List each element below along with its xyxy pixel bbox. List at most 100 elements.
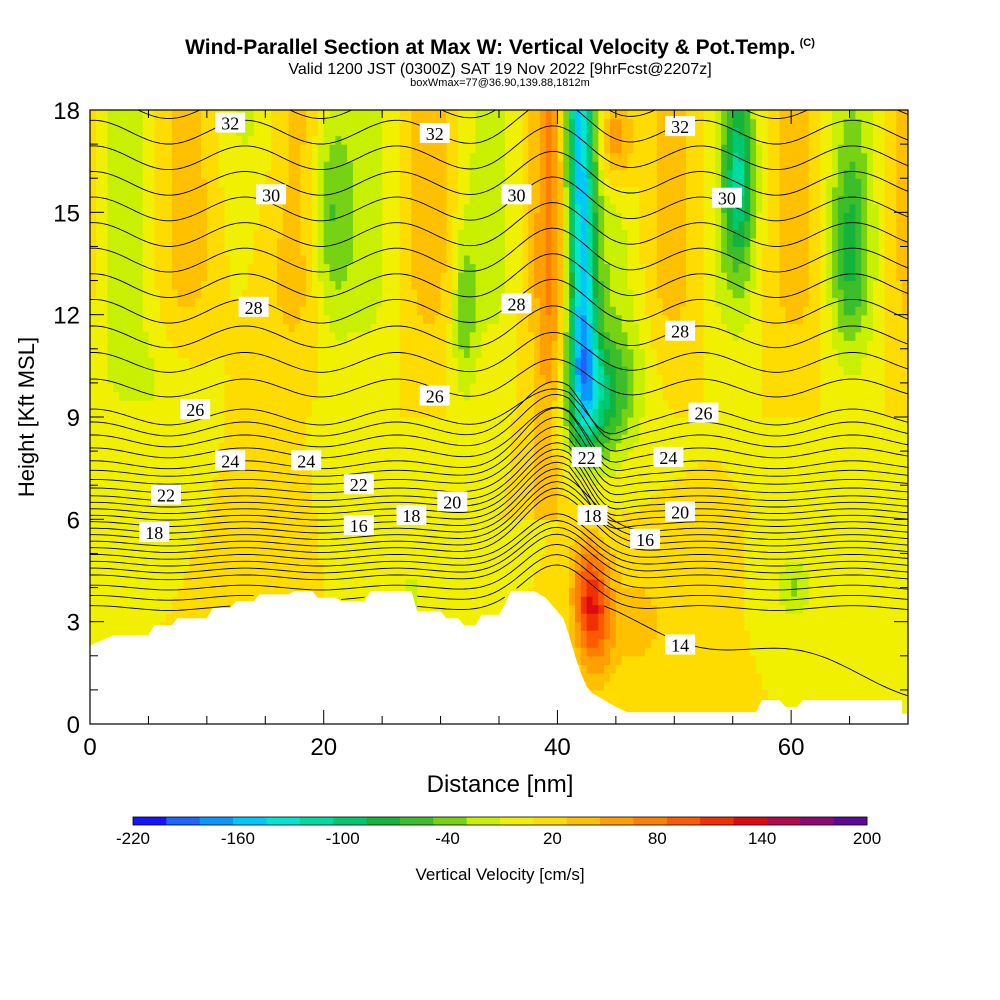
velocity-cell xyxy=(212,195,220,205)
velocity-cell xyxy=(417,161,424,171)
velocity-cell xyxy=(142,178,150,188)
velocity-cell xyxy=(276,110,284,120)
velocity-cell xyxy=(481,451,488,461)
velocity-cell xyxy=(218,502,225,512)
velocity-cell xyxy=(101,289,109,299)
velocity-cell xyxy=(352,186,360,196)
velocity-cell xyxy=(90,621,97,631)
velocity-cell xyxy=(95,621,103,631)
velocity-cell xyxy=(177,110,185,120)
velocity-cell xyxy=(107,553,114,563)
velocity-cell xyxy=(417,485,424,495)
velocity-cell xyxy=(136,229,144,239)
velocity-cell xyxy=(475,127,483,137)
velocity-cell xyxy=(452,527,459,537)
velocity-cell xyxy=(218,357,225,367)
velocity-cell xyxy=(259,135,266,145)
velocity-cell xyxy=(387,152,395,162)
velocity-cell xyxy=(113,417,120,427)
velocity-cell xyxy=(463,306,471,316)
velocity-cell xyxy=(154,596,161,606)
velocity-cell xyxy=(405,485,412,495)
velocity-cell xyxy=(469,331,477,341)
velocity-cell xyxy=(113,365,120,375)
velocity-cell xyxy=(189,161,196,171)
velocity-cell xyxy=(317,348,325,358)
velocity-cell xyxy=(323,476,331,486)
velocity-cell xyxy=(452,459,459,469)
velocity-cell xyxy=(90,186,97,196)
velocity-cell xyxy=(423,161,430,171)
velocity-cell xyxy=(352,306,360,316)
velocity-cell xyxy=(452,408,459,418)
velocity-cell xyxy=(463,169,471,179)
velocity-cell xyxy=(142,587,150,597)
velocity-cell xyxy=(341,365,348,375)
velocity-cell xyxy=(183,604,190,614)
velocity-cell xyxy=(119,382,126,393)
velocity-cell xyxy=(335,579,342,589)
velocity-cell xyxy=(259,485,266,495)
velocity-cell xyxy=(458,263,465,273)
velocity-cell xyxy=(446,178,453,188)
velocity-cell xyxy=(276,297,284,307)
velocity-cell xyxy=(294,382,301,393)
velocity-cell xyxy=(101,306,109,316)
velocity-cell xyxy=(411,579,418,589)
velocity-cell xyxy=(148,144,155,154)
velocity-cell xyxy=(329,417,336,427)
velocity-cell xyxy=(201,451,208,461)
velocity-cell xyxy=(201,374,208,384)
velocity-cell xyxy=(189,186,196,196)
velocity-cell xyxy=(201,118,208,128)
velocity-cell xyxy=(177,468,185,478)
velocity-cell xyxy=(218,417,225,427)
velocity-cell xyxy=(183,417,190,427)
velocity-cell xyxy=(428,254,436,265)
velocity-cell xyxy=(241,186,249,196)
velocity-cell xyxy=(113,570,120,580)
velocity-cell xyxy=(452,451,459,461)
velocity-cell xyxy=(148,604,155,614)
velocity-cell xyxy=(347,579,354,589)
velocity-cell xyxy=(125,289,132,299)
velocity-cell xyxy=(265,254,272,265)
velocity-cell xyxy=(417,144,424,154)
velocity-cell xyxy=(107,314,114,324)
velocity-cell xyxy=(387,382,395,393)
velocity-cell xyxy=(148,254,155,265)
velocity-cell xyxy=(352,135,360,145)
velocity-cell xyxy=(347,340,354,350)
velocity-cell xyxy=(148,280,155,290)
velocity-cell xyxy=(195,203,202,213)
velocity-cell xyxy=(241,408,249,418)
velocity-cell xyxy=(247,391,255,401)
velocity-cell xyxy=(452,544,459,555)
velocity-cell xyxy=(446,510,453,520)
velocity-cell xyxy=(458,237,465,248)
velocity-cell xyxy=(434,442,442,452)
velocity-cell xyxy=(189,118,196,128)
velocity-cell xyxy=(160,468,167,478)
velocity-cell xyxy=(493,561,500,572)
velocity-cell xyxy=(452,203,459,213)
velocity-cell xyxy=(352,553,360,563)
velocity-cell xyxy=(469,536,477,546)
velocity-cell xyxy=(294,246,301,256)
velocity-cell xyxy=(405,382,412,393)
velocity-cell xyxy=(446,485,453,495)
velocity-cell xyxy=(306,510,313,520)
velocity-cell xyxy=(341,425,348,435)
velocity-cell xyxy=(230,135,237,145)
velocity-cell xyxy=(230,374,237,384)
velocity-cell xyxy=(288,110,296,120)
velocity-cell xyxy=(201,323,208,333)
velocity-cell xyxy=(393,579,401,589)
velocity-cell xyxy=(487,468,494,478)
velocity-cell xyxy=(364,144,372,154)
velocity-cell xyxy=(230,340,237,350)
velocity-cell xyxy=(364,425,372,435)
velocity-cell xyxy=(165,297,173,307)
velocity-cell xyxy=(423,374,430,384)
velocity-cell xyxy=(341,161,348,171)
